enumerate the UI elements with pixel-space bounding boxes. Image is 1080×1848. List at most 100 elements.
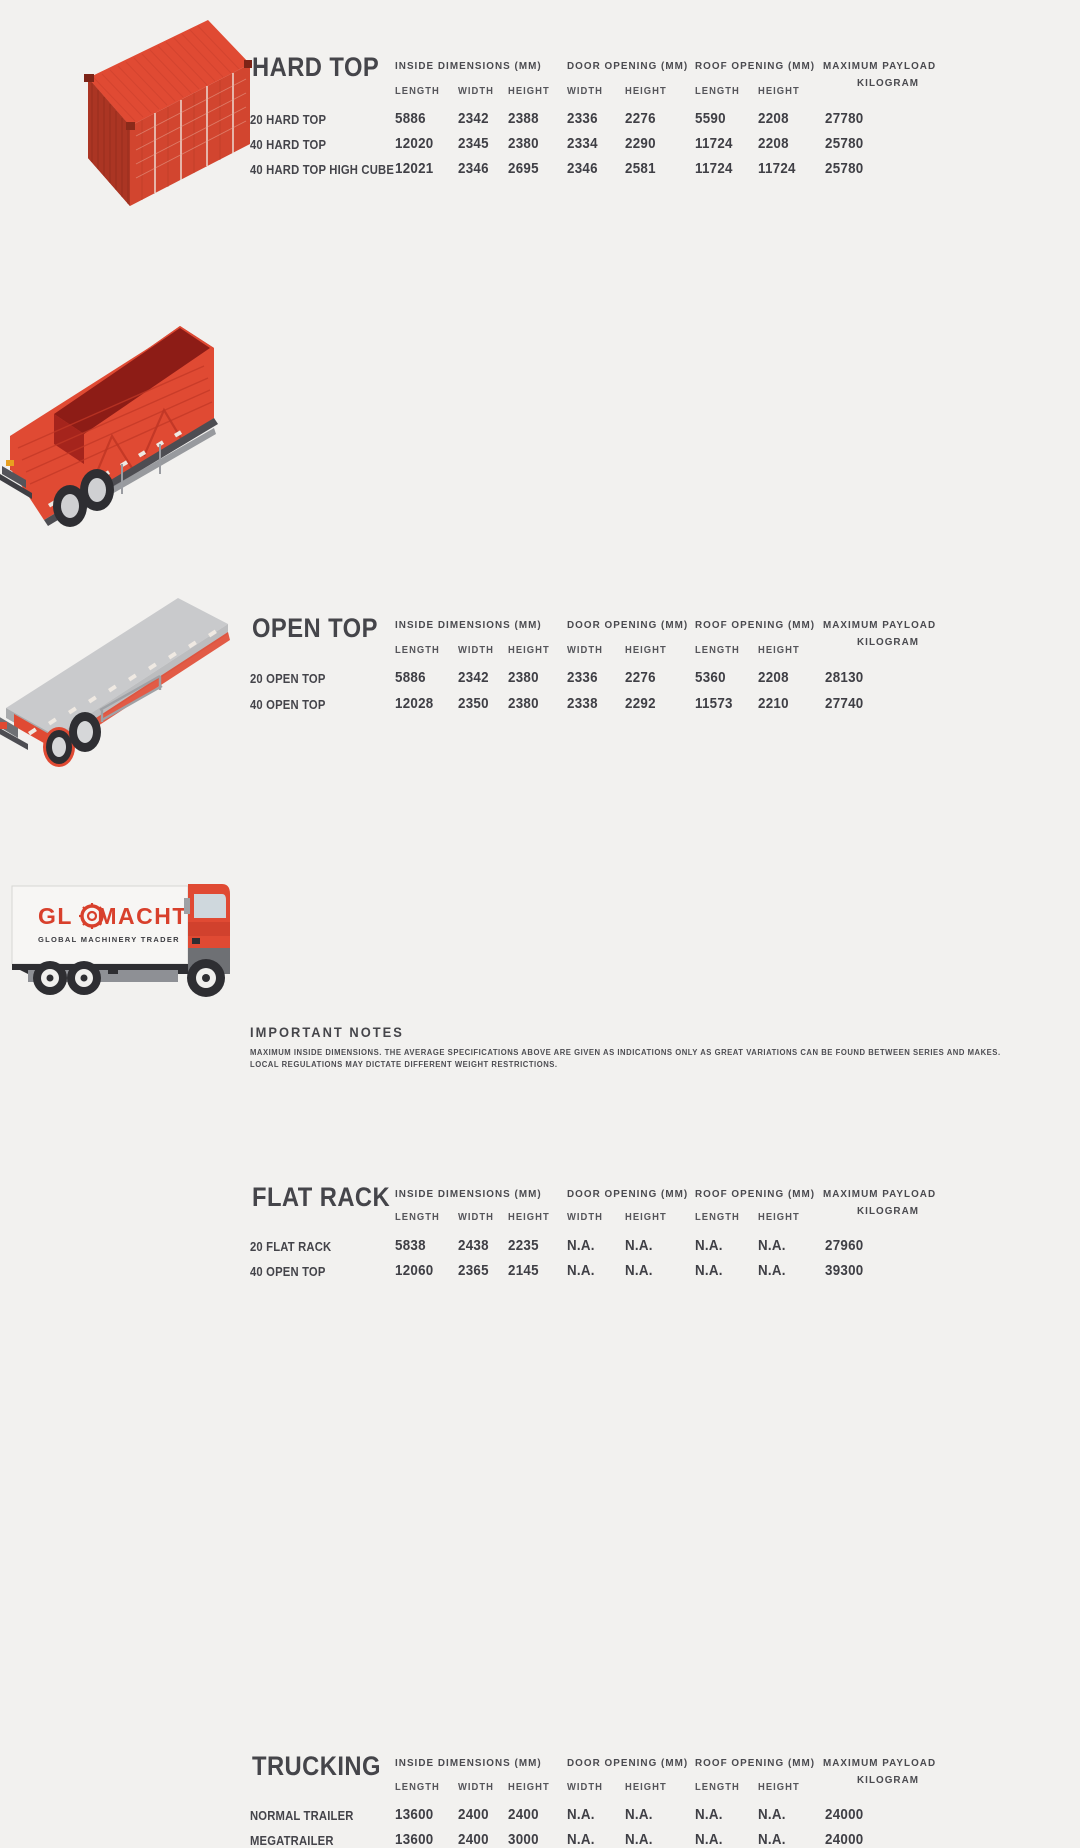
table-cell: N.A. bbox=[625, 1807, 653, 1823]
table-cell: 2145 bbox=[508, 1263, 539, 1279]
table-cell: 2438 bbox=[458, 1238, 489, 1254]
column-group-header: ROOF OPENING (MM) bbox=[695, 1188, 816, 1200]
section-trucking: GL MACHT bbox=[0, 853, 1080, 1848]
section-hardtop: HARD TOP INSIDE DIMENSIONS (MM) DOOR OPEN… bbox=[0, 0, 1080, 283]
table-cell: 2345 bbox=[458, 136, 489, 152]
table-cell: 2235 bbox=[508, 1238, 539, 1254]
column-subheader: LENGTH bbox=[695, 1212, 740, 1223]
table-cell: 39300 bbox=[825, 1263, 864, 1279]
table-row-label: 20 FLAT RACK bbox=[250, 1240, 332, 1254]
column-group-header-line2: KILOGRAM bbox=[857, 77, 920, 89]
table-cell: 2380 bbox=[508, 670, 539, 686]
section-flatrack: FLAT RACK INSIDE DIMENSIONS (MM) DOOR OPE… bbox=[0, 568, 1080, 1279]
table-cell: N.A. bbox=[625, 1832, 653, 1848]
table-cell: 12021 bbox=[395, 161, 434, 177]
column-group-header: INSIDE DIMENSIONS (MM) bbox=[395, 1757, 542, 1769]
column-subheader: WIDTH bbox=[567, 1782, 603, 1793]
section-opentop: OPEN TOP INSIDE DIMENSIONS (MM) DOOR OPEN… bbox=[0, 283, 1080, 712]
table-flatrack: FLAT RACK INSIDE DIMENSIONS (MM) DOOR OPE… bbox=[250, 568, 1080, 1279]
column-group-header: INSIDE DIMENSIONS (MM) bbox=[395, 60, 542, 72]
table-cell: 2292 bbox=[625, 696, 656, 712]
column-group-header: MAXIMUM PAYLOAD bbox=[823, 619, 937, 631]
column-group-header: MAXIMUM PAYLOAD bbox=[823, 1757, 937, 1769]
table-cell: 2276 bbox=[625, 111, 656, 127]
table-row-label: 40 OPEN TOP bbox=[250, 698, 326, 712]
table-cell: N.A. bbox=[758, 1238, 786, 1254]
column-subheader: HEIGHT bbox=[625, 1782, 667, 1793]
table-cell: 5590 bbox=[695, 111, 726, 127]
column-subheader: HEIGHT bbox=[508, 86, 550, 97]
table-cell: 2336 bbox=[567, 670, 598, 686]
table-cell: 2336 bbox=[567, 111, 598, 127]
table-cell: 2208 bbox=[758, 111, 789, 127]
table-cell: 27740 bbox=[825, 696, 864, 712]
column-group-header: DOOR OPENING (MM) bbox=[567, 1757, 689, 1769]
table-cell: N.A. bbox=[567, 1807, 595, 1823]
table-cell: 2388 bbox=[508, 111, 539, 127]
notes-line-1: MAXIMUM INSIDE DIMENSIONS. THE AVERAGE S… bbox=[250, 1048, 1001, 1057]
table-cell: 2346 bbox=[458, 161, 489, 177]
table-opentop: OPEN TOP INSIDE DIMENSIONS (MM) DOOR OPEN… bbox=[250, 283, 1080, 712]
table-cell: N.A. bbox=[567, 1832, 595, 1848]
table-cell: 2334 bbox=[567, 136, 598, 152]
column-subheader: LENGTH bbox=[695, 1782, 740, 1793]
table-cell: N.A. bbox=[625, 1238, 653, 1254]
column-subheader: WIDTH bbox=[567, 86, 603, 97]
column-subheader: LENGTH bbox=[395, 1782, 440, 1793]
column-subheader: WIDTH bbox=[567, 1212, 603, 1223]
logo-tagline-text: GLOBAL MACHINERY TRADER bbox=[38, 935, 180, 944]
table-cell: 25780 bbox=[825, 161, 864, 177]
table-cell: 13600 bbox=[395, 1807, 434, 1823]
column-subheader: LENGTH bbox=[695, 645, 740, 656]
table-cell: N.A. bbox=[695, 1238, 723, 1254]
table-cell: 12028 bbox=[395, 696, 434, 712]
column-group-header: DOOR OPENING (MM) bbox=[567, 60, 689, 72]
section-title: FLAT RACK bbox=[252, 1182, 391, 1212]
column-subheader: LENGTH bbox=[695, 86, 740, 97]
table-row-label: 40 HARD TOP HIGH CUBE bbox=[250, 163, 395, 177]
logo-brand-text: GL MACHT bbox=[38, 903, 188, 929]
table-row-label: 40 OPEN TOP bbox=[250, 1265, 326, 1279]
table-cell: 13600 bbox=[395, 1832, 434, 1848]
column-group-header-line2: KILOGRAM bbox=[857, 636, 920, 648]
table-cell: 12060 bbox=[395, 1263, 434, 1279]
table-cell: 2208 bbox=[758, 136, 789, 152]
column-subheader: HEIGHT bbox=[758, 86, 800, 97]
column-group-header: MAXIMUM PAYLOAD bbox=[823, 1188, 937, 1200]
column-group-header: ROOF OPENING (MM) bbox=[695, 60, 816, 72]
table-cell: 27780 bbox=[825, 111, 864, 127]
column-subheader: WIDTH bbox=[567, 645, 603, 656]
table-cell: 2581 bbox=[625, 161, 656, 177]
table-cell: 2342 bbox=[458, 111, 489, 127]
column-group-header: DOOR OPENING (MM) bbox=[567, 619, 689, 631]
table-cell: 11724 bbox=[758, 161, 796, 177]
table-cell: 2338 bbox=[567, 696, 598, 712]
table-cell: N.A. bbox=[758, 1807, 786, 1823]
column-group-header: ROOF OPENING (MM) bbox=[695, 619, 816, 631]
column-group-header: DOOR OPENING (MM) bbox=[567, 1188, 689, 1200]
important-notes: IMPORTANT NOTES MAXIMUM INSIDE DIMENSION… bbox=[250, 1024, 1050, 1071]
table-cell: N.A. bbox=[695, 1807, 723, 1823]
table-cell: 2380 bbox=[508, 136, 539, 152]
table-cell: 28130 bbox=[825, 670, 864, 686]
column-subheader: HEIGHT bbox=[625, 1212, 667, 1223]
table-cell: 5886 bbox=[395, 670, 426, 686]
table-row-label: 20 OPEN TOP bbox=[250, 672, 326, 686]
table-cell: N.A. bbox=[758, 1263, 786, 1279]
column-subheader: HEIGHT bbox=[758, 645, 800, 656]
box-truck-illustration: GL MACHT bbox=[0, 853, 250, 1028]
table-row-label: 20 HARD TOP bbox=[250, 113, 327, 127]
column-subheader: LENGTH bbox=[395, 1212, 440, 1223]
table-cell: 2350 bbox=[458, 696, 489, 712]
column-subheader: WIDTH bbox=[458, 645, 494, 656]
column-subheader: HEIGHT bbox=[625, 86, 667, 97]
column-group-header: INSIDE DIMENSIONS (MM) bbox=[395, 619, 542, 631]
table-cell: 2290 bbox=[625, 136, 656, 152]
table-cell: 2276 bbox=[625, 670, 656, 686]
table-hardtop: HARD TOP INSIDE DIMENSIONS (MM) DOOR OPEN… bbox=[250, 0, 1080, 283]
table-cell: 24000 bbox=[825, 1832, 864, 1848]
column-subheader: HEIGHT bbox=[758, 1782, 800, 1793]
column-subheader: HEIGHT bbox=[625, 645, 667, 656]
table-cell: 3000 bbox=[508, 1832, 539, 1848]
column-group-header: INSIDE DIMENSIONS (MM) bbox=[395, 1188, 542, 1200]
